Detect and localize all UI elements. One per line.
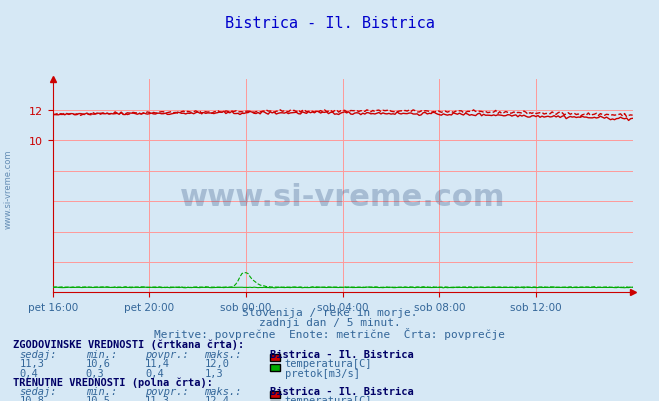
- Text: TRENUTNE VREDNOSTI (polna črta):: TRENUTNE VREDNOSTI (polna črta):: [13, 377, 213, 387]
- Text: temperatura[C]: temperatura[C]: [285, 395, 372, 401]
- Text: pretok[m3/s]: pretok[m3/s]: [285, 368, 360, 378]
- Text: ZGODOVINSKE VREDNOSTI (črtkana črta):: ZGODOVINSKE VREDNOSTI (črtkana črta):: [13, 339, 244, 349]
- Text: 10,8: 10,8: [20, 395, 45, 401]
- Text: 11,3: 11,3: [145, 395, 170, 401]
- Text: 11,4: 11,4: [145, 358, 170, 368]
- Text: maks.:: maks.:: [204, 386, 242, 396]
- Text: 0,4: 0,4: [145, 368, 163, 378]
- Text: povpr.:: povpr.:: [145, 349, 188, 359]
- Text: 10,5: 10,5: [86, 395, 111, 401]
- Text: www.si-vreme.com: www.si-vreme.com: [180, 182, 505, 212]
- Text: 0,3: 0,3: [86, 368, 104, 378]
- Text: povpr.:: povpr.:: [145, 386, 188, 396]
- Text: temperatura[C]: temperatura[C]: [285, 358, 372, 368]
- Text: min.:: min.:: [86, 349, 117, 359]
- Text: Bistrica - Il. Bistrica: Bistrica - Il. Bistrica: [270, 386, 414, 396]
- Text: Bistrica - Il. Bistrica: Bistrica - Il. Bistrica: [225, 16, 434, 31]
- Text: zadnji dan / 5 minut.: zadnji dan / 5 minut.: [258, 317, 401, 327]
- Text: www.si-vreme.com: www.si-vreme.com: [3, 149, 13, 228]
- Text: sedaj:: sedaj:: [20, 349, 57, 359]
- Text: min.:: min.:: [86, 386, 117, 396]
- Text: Bistrica - Il. Bistrica: Bistrica - Il. Bistrica: [270, 349, 414, 359]
- Text: sedaj:: sedaj:: [20, 386, 57, 396]
- Text: 0,4: 0,4: [20, 368, 38, 378]
- Text: 12,0: 12,0: [204, 358, 229, 368]
- Text: Slovenija / reke in morje.: Slovenija / reke in morje.: [242, 307, 417, 317]
- Text: maks.:: maks.:: [204, 349, 242, 359]
- Text: 10,6: 10,6: [86, 358, 111, 368]
- Text: 1,3: 1,3: [204, 368, 223, 378]
- Text: 11,3: 11,3: [20, 358, 45, 368]
- Text: 12,4: 12,4: [204, 395, 229, 401]
- Text: Meritve: povprečne  Enote: metrične  Črta: povprečje: Meritve: povprečne Enote: metrične Črta:…: [154, 327, 505, 339]
